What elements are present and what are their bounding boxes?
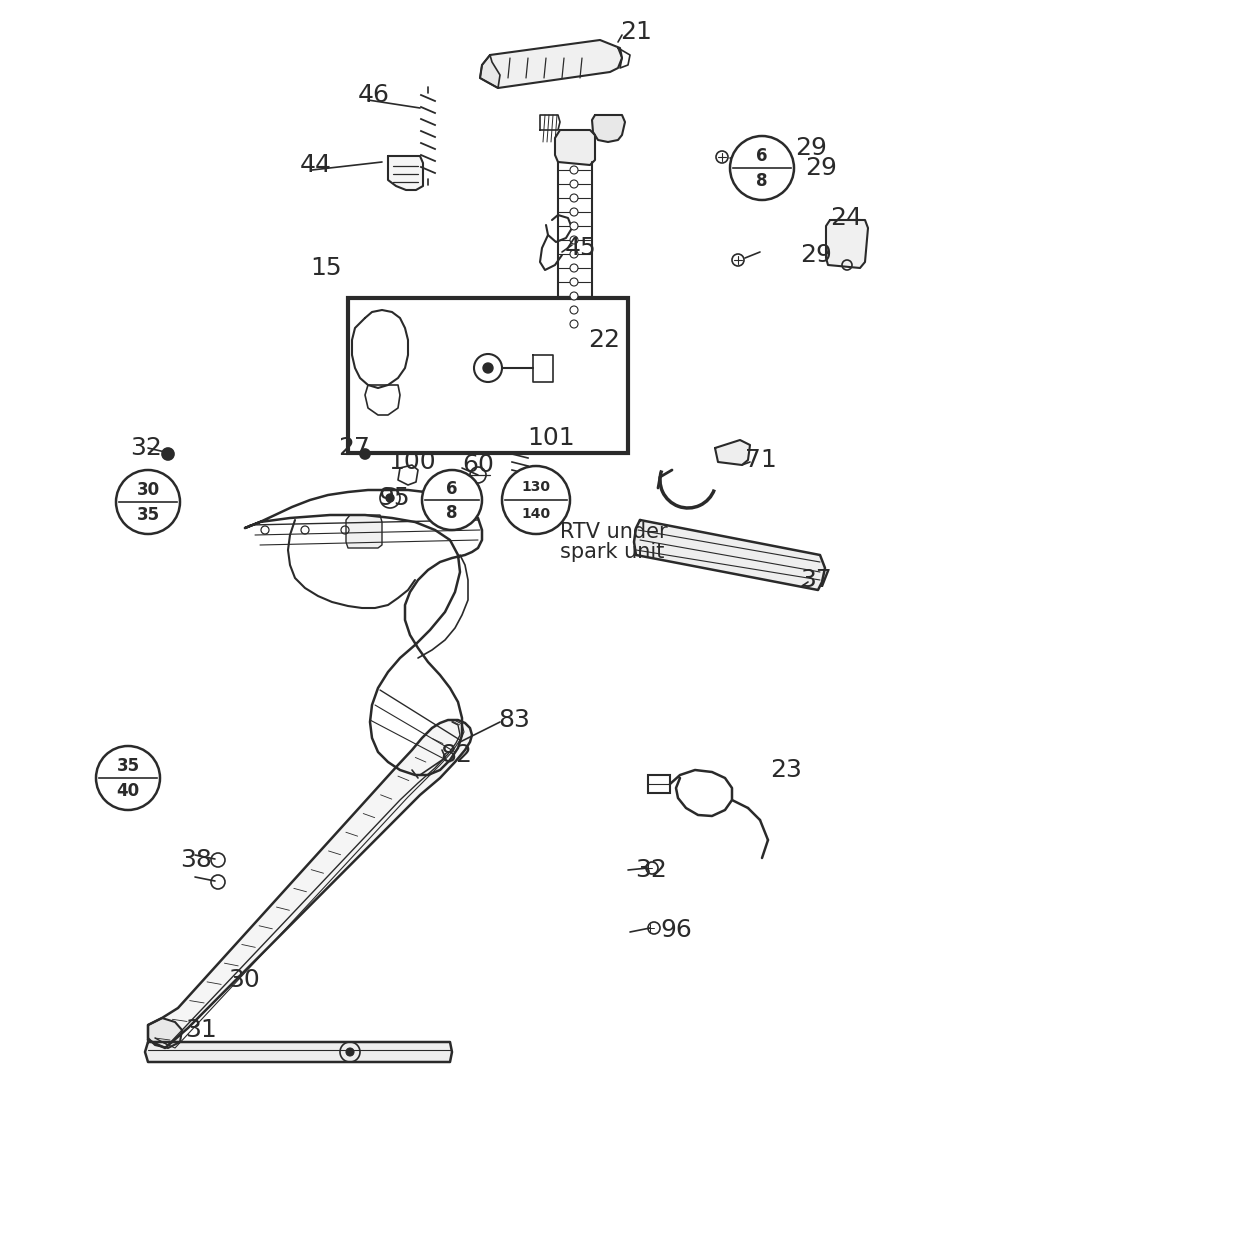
Text: 83: 83 xyxy=(497,708,530,732)
Text: 22: 22 xyxy=(588,328,620,352)
Text: 101: 101 xyxy=(528,426,575,450)
Circle shape xyxy=(346,1048,355,1056)
Text: 32: 32 xyxy=(635,858,667,882)
Polygon shape xyxy=(826,221,868,268)
Polygon shape xyxy=(715,440,751,465)
Polygon shape xyxy=(591,115,625,142)
Circle shape xyxy=(570,180,578,188)
Text: 82: 82 xyxy=(440,743,472,767)
Circle shape xyxy=(570,208,578,216)
Text: 44: 44 xyxy=(299,153,332,177)
Text: 15: 15 xyxy=(309,256,342,279)
Text: 30: 30 xyxy=(137,481,159,499)
Circle shape xyxy=(570,306,578,315)
Polygon shape xyxy=(555,130,595,165)
Circle shape xyxy=(570,278,578,286)
Text: 60: 60 xyxy=(462,454,494,477)
Text: RTV under: RTV under xyxy=(560,523,668,543)
Polygon shape xyxy=(480,55,500,88)
Text: 100: 100 xyxy=(388,450,436,474)
Polygon shape xyxy=(388,157,424,190)
Text: 29: 29 xyxy=(794,137,827,160)
Text: 37: 37 xyxy=(799,568,832,591)
Circle shape xyxy=(162,449,174,460)
Text: 29: 29 xyxy=(799,243,832,267)
Text: 8: 8 xyxy=(757,173,768,190)
Text: 96: 96 xyxy=(660,918,692,942)
Text: 31: 31 xyxy=(185,1017,217,1042)
Polygon shape xyxy=(246,490,482,776)
Circle shape xyxy=(386,494,393,502)
Circle shape xyxy=(570,264,578,272)
Text: 24: 24 xyxy=(829,205,862,231)
Polygon shape xyxy=(480,40,621,88)
Text: 45: 45 xyxy=(565,236,596,261)
Polygon shape xyxy=(145,1042,452,1063)
Text: 130: 130 xyxy=(521,480,550,494)
Text: 46: 46 xyxy=(358,83,390,107)
Bar xyxy=(348,298,628,454)
Text: 30: 30 xyxy=(228,969,259,992)
Text: 38: 38 xyxy=(180,848,212,872)
Text: 40: 40 xyxy=(117,782,139,801)
Text: spark unit: spark unit xyxy=(560,543,664,563)
Polygon shape xyxy=(148,1017,182,1048)
Text: 23: 23 xyxy=(771,758,802,782)
Text: 35: 35 xyxy=(117,757,139,774)
Bar xyxy=(648,776,670,793)
Circle shape xyxy=(570,236,578,244)
Circle shape xyxy=(360,449,370,459)
Text: 32: 32 xyxy=(130,436,162,460)
Circle shape xyxy=(570,165,578,174)
Circle shape xyxy=(482,363,492,373)
Polygon shape xyxy=(346,515,382,548)
Circle shape xyxy=(570,251,578,258)
Text: 27: 27 xyxy=(338,436,370,460)
Text: 71: 71 xyxy=(746,449,777,472)
Circle shape xyxy=(570,194,578,202)
Polygon shape xyxy=(148,720,472,1048)
Circle shape xyxy=(570,292,578,299)
Circle shape xyxy=(422,470,482,530)
Polygon shape xyxy=(634,520,824,590)
Circle shape xyxy=(730,137,794,200)
Text: 6: 6 xyxy=(757,147,768,165)
Text: 6: 6 xyxy=(446,480,457,497)
Text: 95: 95 xyxy=(378,486,410,510)
Circle shape xyxy=(570,222,578,231)
Polygon shape xyxy=(352,309,408,388)
Circle shape xyxy=(502,466,570,534)
Circle shape xyxy=(570,320,578,328)
Circle shape xyxy=(117,470,180,534)
Polygon shape xyxy=(555,340,595,358)
Text: 8: 8 xyxy=(446,504,457,521)
Circle shape xyxy=(96,746,160,809)
Text: 29: 29 xyxy=(804,157,837,180)
Text: 21: 21 xyxy=(620,20,652,44)
Text: 140: 140 xyxy=(521,507,550,521)
Text: 35: 35 xyxy=(137,506,159,525)
